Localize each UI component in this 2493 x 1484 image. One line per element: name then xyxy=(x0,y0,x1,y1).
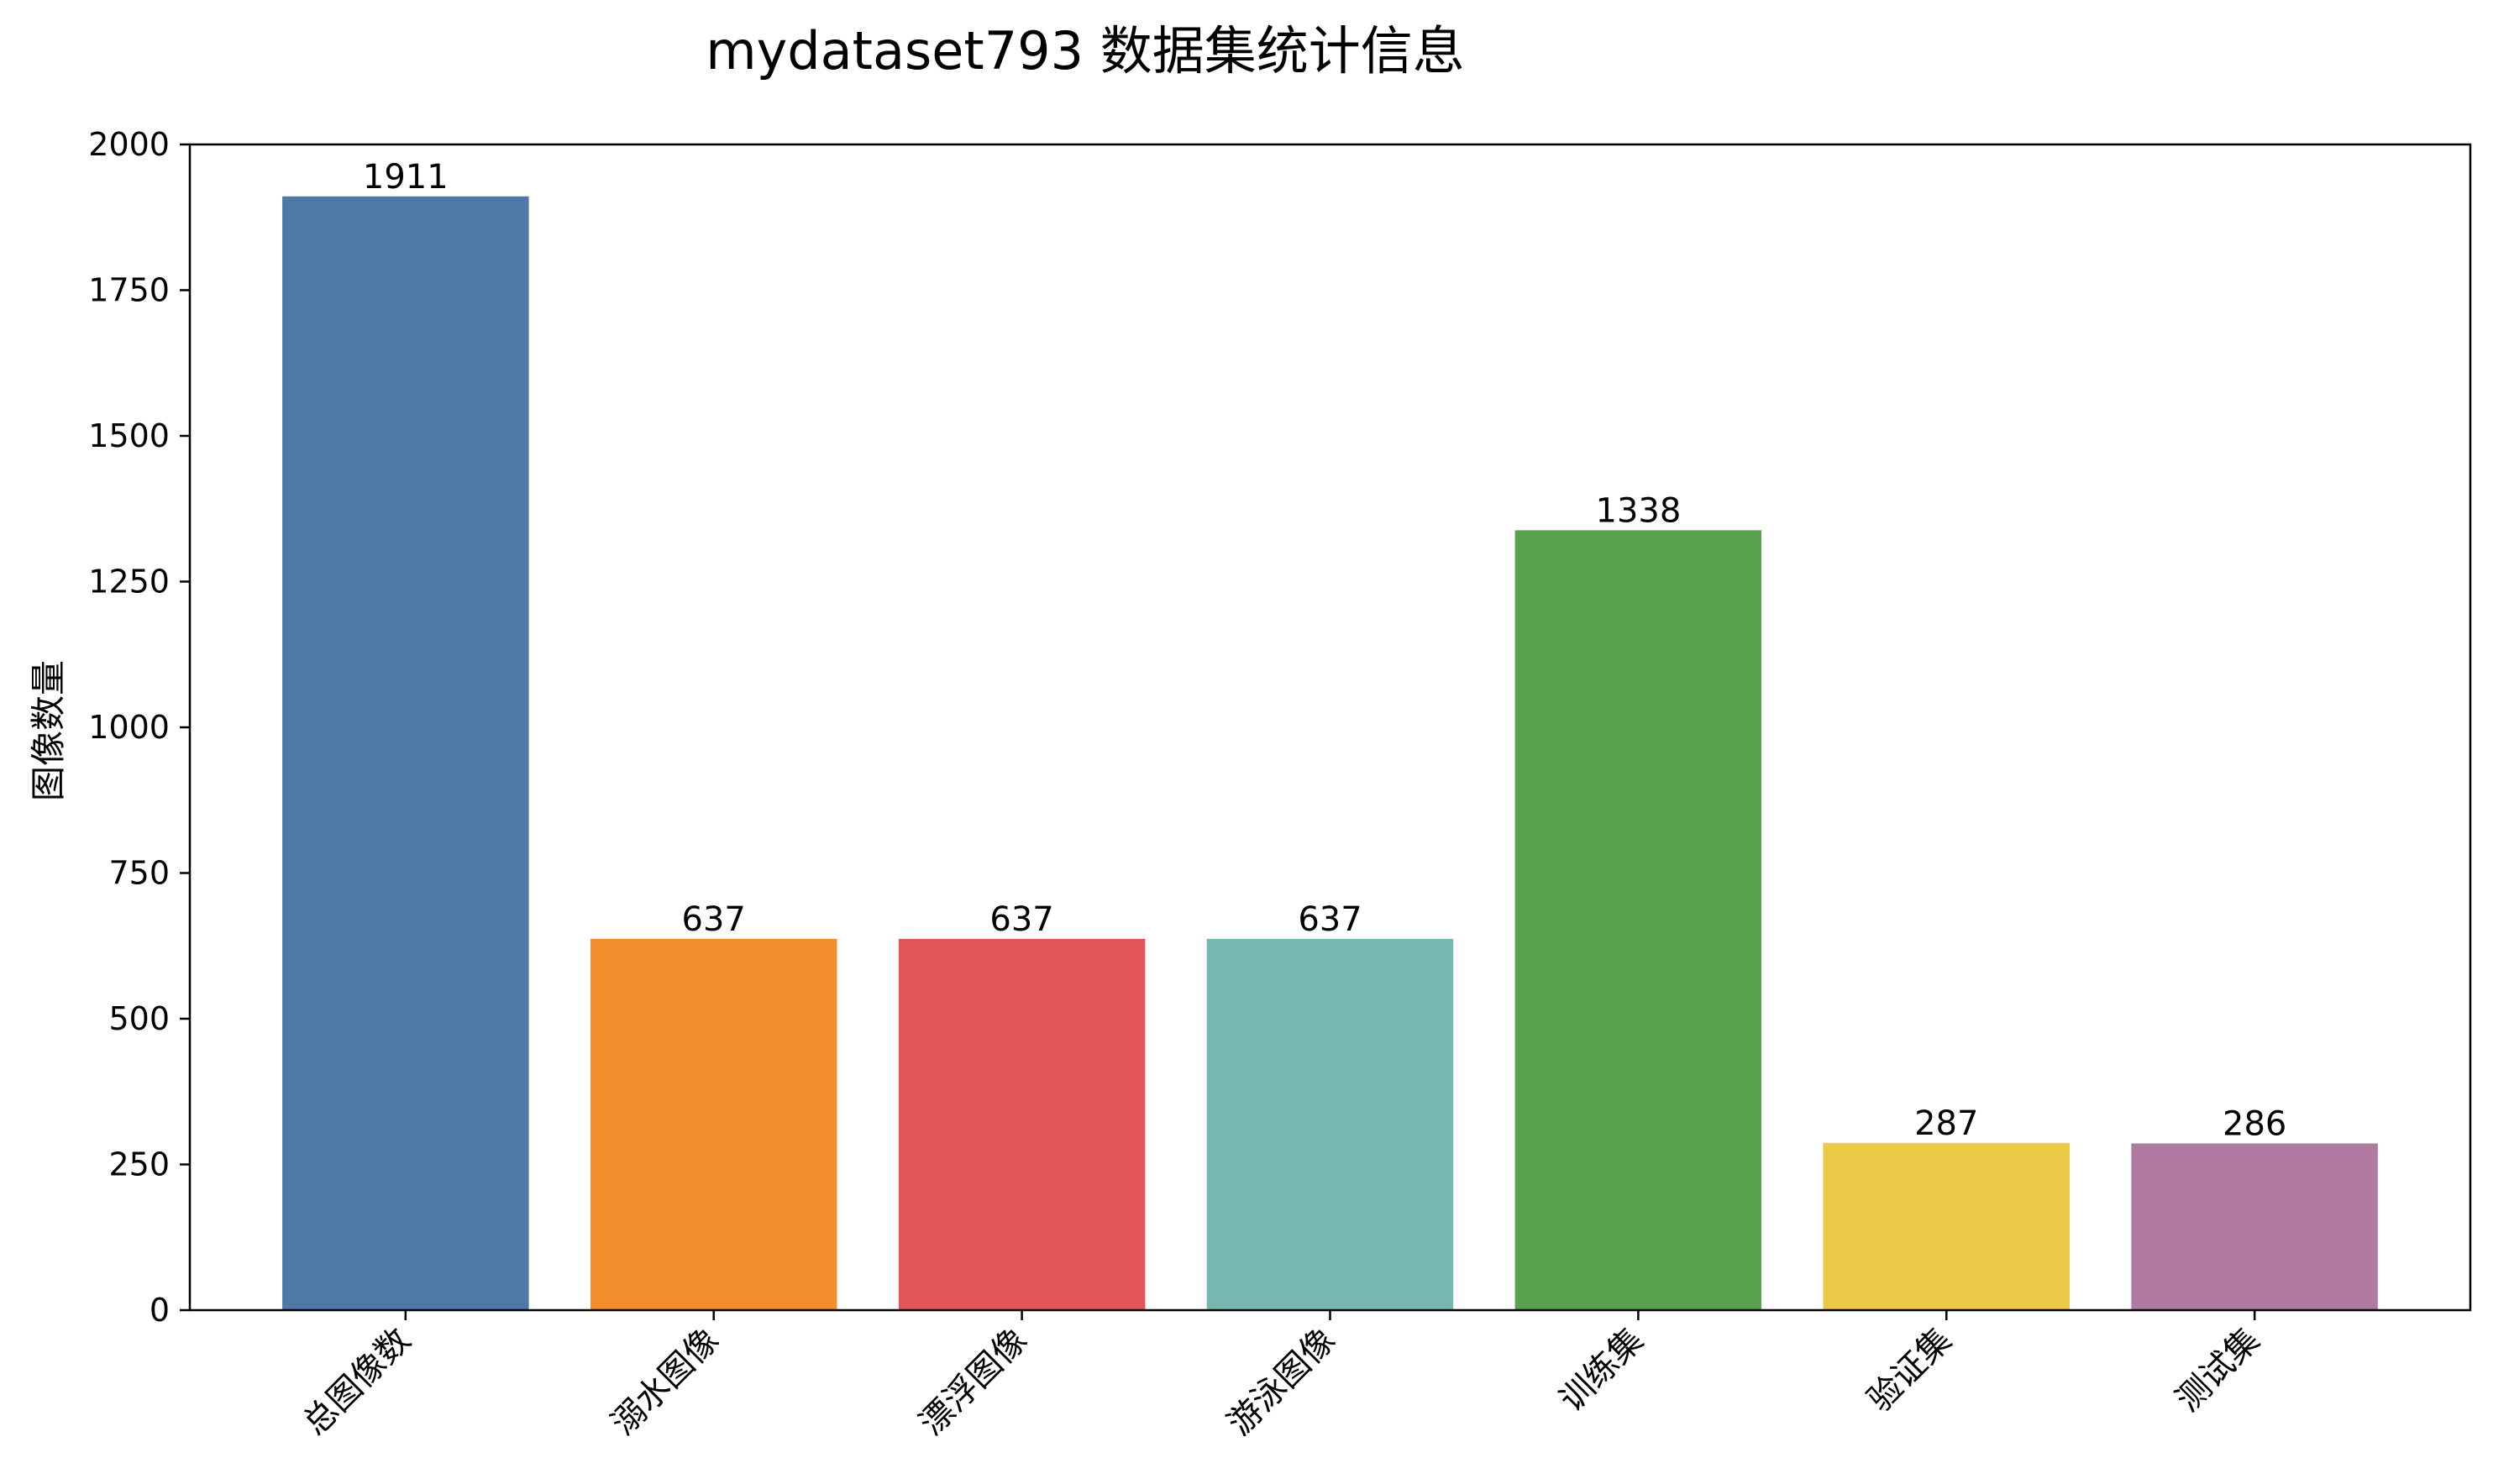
y-tick-label: 750 xyxy=(108,855,170,892)
bar-value-label: 637 xyxy=(682,900,746,939)
y-axis-label: 图像数量 xyxy=(28,660,69,801)
bar-value-label: 637 xyxy=(989,900,1053,939)
bar-4 xyxy=(1514,530,1762,1310)
x-axis: 总图像数 溺水图像 漂浮图像 游泳图像 训练集 验证集 测试集 xyxy=(296,1310,2267,1443)
y-tick-label: 250 xyxy=(108,1146,170,1183)
bars-group xyxy=(282,196,2378,1310)
y-axis: 0 250 500 750 1000 1250 1500 1750 2000 xyxy=(88,126,190,1329)
x-tick-label: 测试集 xyxy=(2169,1321,2267,1419)
y-tick-label: 500 xyxy=(108,1000,170,1037)
bar-6 xyxy=(2131,1143,2378,1310)
chart-title: mydataset793 数据集统计信息 xyxy=(706,20,1465,81)
bar-5 xyxy=(1823,1142,2070,1310)
bar-value-label: 287 xyxy=(1914,1104,1978,1143)
bar-3 xyxy=(1206,938,1454,1310)
y-tick-label: 1500 xyxy=(88,417,170,454)
y-tick-label: 1250 xyxy=(88,564,170,600)
y-tick-label: 0 xyxy=(150,1292,170,1329)
bar-value-label: 286 xyxy=(2223,1105,2286,1144)
y-tick-label: 2000 xyxy=(88,126,170,163)
x-tick-label: 训练集 xyxy=(1552,1321,1651,1419)
bar-0 xyxy=(282,196,529,1310)
bar-value-label: 1338 xyxy=(1596,491,1682,530)
x-tick-label: 验证集 xyxy=(1861,1321,1959,1419)
bar-value-label: 637 xyxy=(1298,900,1362,939)
x-tick-label: 溺水图像 xyxy=(604,1321,727,1444)
bar-value-label: 1911 xyxy=(363,158,449,197)
bar-2 xyxy=(898,938,1146,1310)
x-tick-label: 总图像数 xyxy=(296,1321,418,1444)
plot-frame xyxy=(188,143,2472,1312)
x-tick-label: 游泳图像 xyxy=(1220,1321,1343,1444)
data-labels-group: 1911 637 637 637 1338 287 286 xyxy=(363,158,2286,1144)
y-tick-label: 1000 xyxy=(88,709,170,746)
y-tick-label: 1750 xyxy=(88,272,170,309)
bar-1 xyxy=(590,938,837,1310)
x-tick-label: 漂浮图像 xyxy=(912,1321,1035,1444)
